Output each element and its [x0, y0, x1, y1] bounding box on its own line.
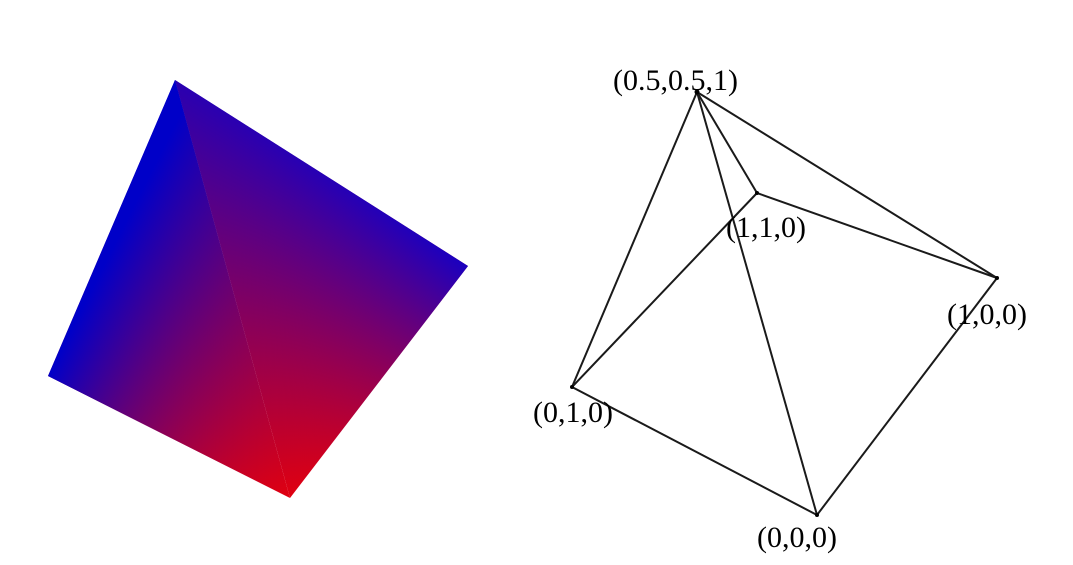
edge-v100-v000: [816, 277, 998, 516]
vertex-label-v000: (0,0,0): [757, 521, 837, 554]
vertex-dot-v100: [995, 276, 999, 280]
edge-v010-v110: [571, 192, 758, 388]
edge-v110-v100: [756, 192, 998, 279]
vertex-label-v110: (1,1,0): [726, 211, 806, 244]
edge-apex-v110: [696, 91, 758, 194]
edge-apex-v000: [696, 91, 818, 516]
shaded-pyramid: [48, 80, 468, 498]
shaded-face-left-overlay: [48, 80, 290, 498]
edge-apex-v010: [571, 91, 698, 388]
vertex-dot-v110: [755, 191, 759, 195]
vertex-label-v010: (0,1,0): [533, 396, 613, 429]
vertex-dot-v000: [815, 513, 819, 517]
vertex-label-v100: (1,0,0): [947, 298, 1027, 331]
edge-v000-v010: [571, 386, 818, 516]
vertex-dot-apex: [694, 89, 700, 95]
vertex-dot-v010: [570, 385, 574, 389]
shaded-face-right-overlay: [175, 80, 468, 498]
vertex-label-apex: (0.5,0.5,1): [613, 64, 738, 97]
edge-apex-v100: [696, 91, 998, 279]
wireframe-pyramid: (0.5,0.5,1) (1,1,0) (1,0,0) (0,1,0) (0,0…: [533, 64, 1027, 554]
